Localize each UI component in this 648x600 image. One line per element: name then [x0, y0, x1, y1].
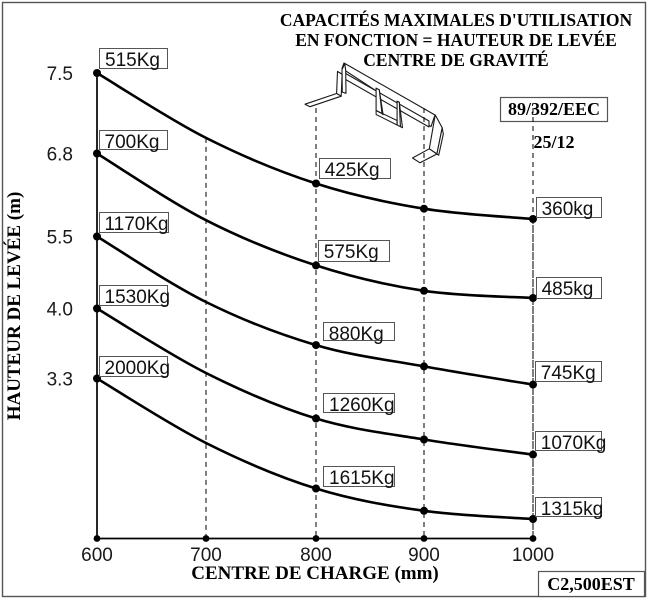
- svg-text:7.5: 7.5: [47, 64, 73, 85]
- svg-text:1000: 1000: [512, 545, 554, 566]
- svg-text:6.8: 6.8: [47, 145, 73, 166]
- svg-text:CENTRE DE GRAVITÉ: CENTRE DE GRAVITÉ: [363, 50, 548, 70]
- svg-text:3.3: 3.3: [47, 370, 73, 391]
- svg-text:4.0: 4.0: [47, 300, 73, 321]
- svg-text:600: 600: [81, 545, 113, 566]
- svg-text:89/392/EEC: 89/392/EEC: [508, 99, 600, 119]
- svg-text:EN FONCTION = HAUTEUR DE LEVÉE: EN FONCTION = HAUTEUR DE LEVÉE: [295, 30, 617, 50]
- svg-text:5.5: 5.5: [47, 228, 73, 249]
- svg-text:C2,500EST: C2,500EST: [547, 574, 635, 594]
- svg-text:CENTRE DE CHARGE (mm): CENTRE DE CHARGE (mm): [191, 563, 439, 584]
- svg-text:HAUTEUR DE LEVÉE (m): HAUTEUR DE LEVÉE (m): [3, 192, 25, 421]
- svg-text:CAPACITÉS MAXIMALES D'UTILISAT: CAPACITÉS MAXIMALES D'UTILISATION: [280, 10, 633, 30]
- svg-text:25/12: 25/12: [533, 132, 574, 152]
